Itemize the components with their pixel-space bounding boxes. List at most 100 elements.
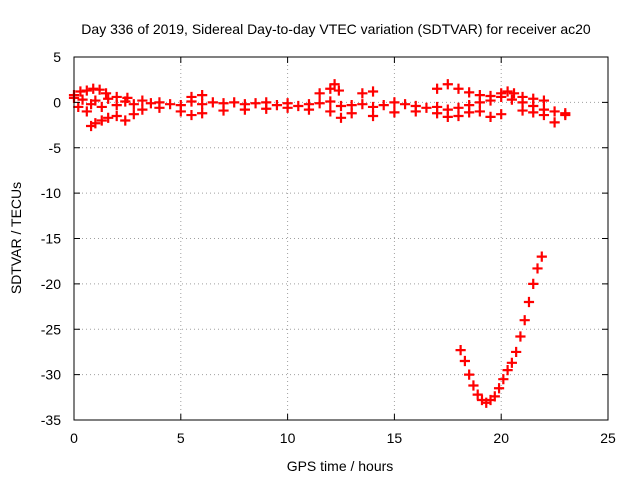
data-point (303, 104, 315, 115)
data-point (103, 112, 114, 123)
y-tick-label: -25 (41, 321, 61, 337)
y-tick-label: -10 (41, 185, 61, 201)
x-tick-label: 0 (70, 430, 78, 446)
data-point (261, 103, 272, 114)
data-point (536, 251, 547, 262)
data-point (346, 99, 357, 111)
data-point (111, 99, 122, 111)
data-point (421, 102, 432, 113)
y-tick-label: -35 (41, 412, 61, 428)
data-point (538, 109, 550, 121)
data-point (293, 100, 304, 112)
y-axis-title: SDTVAR / TECUs (8, 182, 24, 294)
data-point (325, 96, 336, 107)
data-point (528, 93, 539, 104)
data-point (90, 118, 101, 129)
data-point (77, 94, 88, 105)
data-point (496, 109, 507, 120)
data-point (122, 92, 133, 103)
y-tick-label: 5 (53, 49, 61, 65)
data-point (282, 102, 293, 113)
v-shaped-dip-points (455, 251, 547, 408)
data-point (367, 110, 379, 122)
data-point (502, 364, 513, 376)
data-point (186, 109, 197, 121)
data-point (528, 107, 539, 118)
data-point (442, 111, 453, 122)
data-point (197, 90, 208, 101)
data-point (464, 369, 475, 380)
data-point (239, 104, 250, 115)
data-point (508, 88, 520, 99)
data-point (389, 107, 400, 118)
y-tick-label: -15 (41, 231, 61, 247)
y-tick-label: -20 (41, 276, 61, 292)
data-point (197, 99, 208, 110)
data-point (493, 383, 505, 394)
data-point (357, 88, 368, 99)
data-point (485, 90, 496, 102)
data-point (165, 99, 176, 110)
data-point (432, 83, 443, 94)
data-point (549, 117, 560, 128)
data-point (154, 102, 165, 113)
data-point (250, 98, 261, 109)
x-tick-label: 25 (600, 430, 616, 446)
data-point (357, 99, 368, 110)
data-point (506, 94, 517, 105)
lower-band-points (85, 102, 571, 132)
plot-frame (73, 56, 609, 421)
data-point (468, 380, 479, 391)
data-point (549, 106, 560, 117)
data-point (432, 108, 443, 119)
data-point (103, 93, 114, 104)
data-point (128, 109, 139, 120)
upper-band-points (68, 79, 550, 106)
data-point (389, 97, 400, 108)
data-point (218, 105, 229, 116)
data-point (519, 315, 530, 326)
data-point (81, 106, 92, 117)
data-point (271, 99, 283, 111)
data-point (538, 95, 550, 106)
data-point (96, 101, 107, 113)
data-point (333, 85, 344, 96)
data-point (96, 115, 107, 126)
data-point (314, 98, 325, 109)
data-point (455, 345, 466, 356)
data-point (111, 91, 122, 103)
grid-lines (74, 57, 608, 420)
data-point (367, 101, 379, 113)
data-point (442, 79, 453, 90)
x-tick-labels: 0 5 10 15 20 25 (70, 430, 616, 446)
data-point (532, 263, 543, 274)
data-point (329, 79, 340, 90)
data-point (94, 84, 105, 95)
data-point (128, 99, 139, 110)
data-point (502, 86, 513, 97)
data-point (335, 112, 347, 123)
data-point (511, 346, 522, 358)
data-point (399, 99, 411, 110)
data-point (73, 101, 84, 113)
y-tick-label: -5 (49, 140, 62, 156)
data-point (100, 88, 112, 99)
data-point (474, 90, 485, 101)
data-point (459, 355, 470, 367)
data-point (496, 88, 507, 99)
data-point (81, 85, 92, 96)
data-point (560, 109, 571, 121)
plot-points (68, 79, 571, 408)
data-point (314, 88, 325, 99)
data-point (229, 97, 240, 108)
data-point (186, 91, 197, 103)
data-point (207, 97, 218, 108)
x-tick-label: 10 (280, 430, 296, 446)
data-point (137, 95, 148, 106)
data-point (367, 86, 379, 97)
data-point (90, 95, 101, 106)
y-tick-label: 0 (53, 94, 61, 110)
y-tick-labels: -35 -30 -25 -20 -15 -10 -5 0 5 (41, 49, 61, 428)
x-axis-title: GPS time / hours (287, 458, 394, 474)
